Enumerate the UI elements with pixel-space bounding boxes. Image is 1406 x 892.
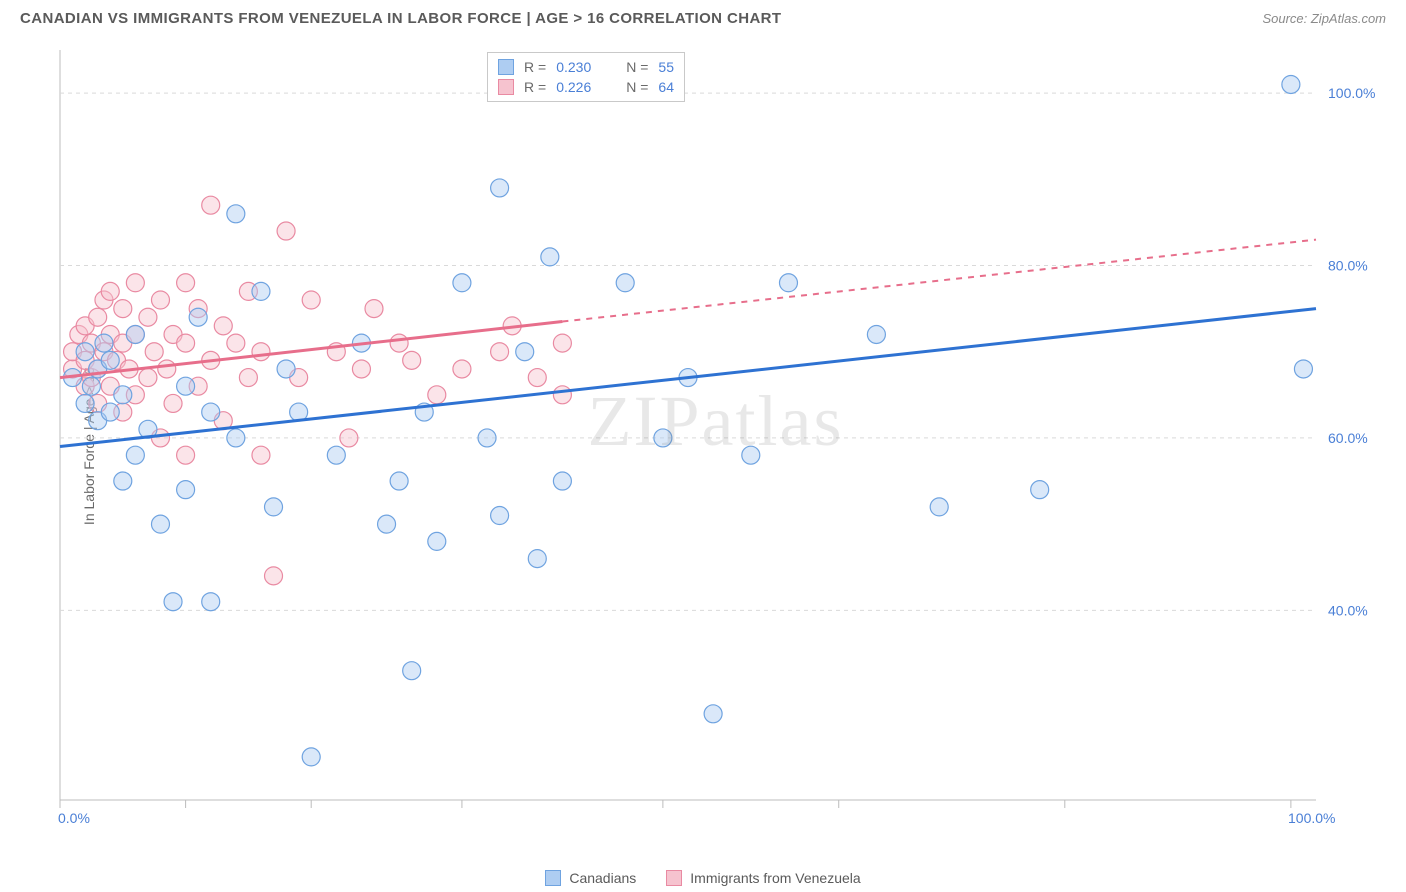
- swatch-blue-icon: [498, 59, 514, 75]
- stats-row: R = 0.230 N = 55: [498, 57, 674, 77]
- r-label: R =: [524, 79, 546, 95]
- series-legend: Canadians Immigrants from Venezuela: [0, 870, 1406, 886]
- r-value-blue: 0.230: [556, 59, 606, 75]
- svg-text:40.0%: 40.0%: [1328, 602, 1368, 618]
- swatch-blue-icon: [545, 870, 561, 886]
- n-value-blue: 55: [658, 59, 674, 75]
- chart-area: 40.0%60.0%80.0%100.0% ZIPatlas R = 0.230…: [52, 42, 1386, 832]
- legend-item-venezuela: Immigrants from Venezuela: [666, 870, 860, 886]
- n-label: N =: [626, 79, 648, 95]
- n-label: N =: [626, 59, 648, 75]
- svg-text:60.0%: 60.0%: [1328, 430, 1368, 446]
- chart-title: CANADIAN VS IMMIGRANTS FROM VENEZUELA IN…: [20, 10, 781, 27]
- x-axis-max-label: 100.0%: [1288, 810, 1335, 826]
- stats-legend: R = 0.230 N = 55 R = 0.226 N = 64: [487, 52, 685, 102]
- swatch-pink-icon: [666, 870, 682, 886]
- swatch-pink-icon: [498, 79, 514, 95]
- legend-item-canadians: Canadians: [545, 870, 636, 886]
- chart-source: Source: ZipAtlas.com: [1262, 11, 1386, 26]
- r-value-pink: 0.226: [556, 79, 606, 95]
- legend-label: Canadians: [569, 870, 636, 886]
- stats-row: R = 0.226 N = 64: [498, 77, 674, 97]
- svg-text:80.0%: 80.0%: [1328, 258, 1368, 274]
- chart-svg: 40.0% 60.0% 80.0% 100.0%: [52, 42, 1386, 832]
- n-value-pink: 64: [658, 79, 674, 95]
- svg-text:100.0%: 100.0%: [1328, 85, 1375, 101]
- r-label: R =: [524, 59, 546, 75]
- x-axis-min-label: 0.0%: [58, 810, 90, 826]
- legend-label: Immigrants from Venezuela: [690, 870, 860, 886]
